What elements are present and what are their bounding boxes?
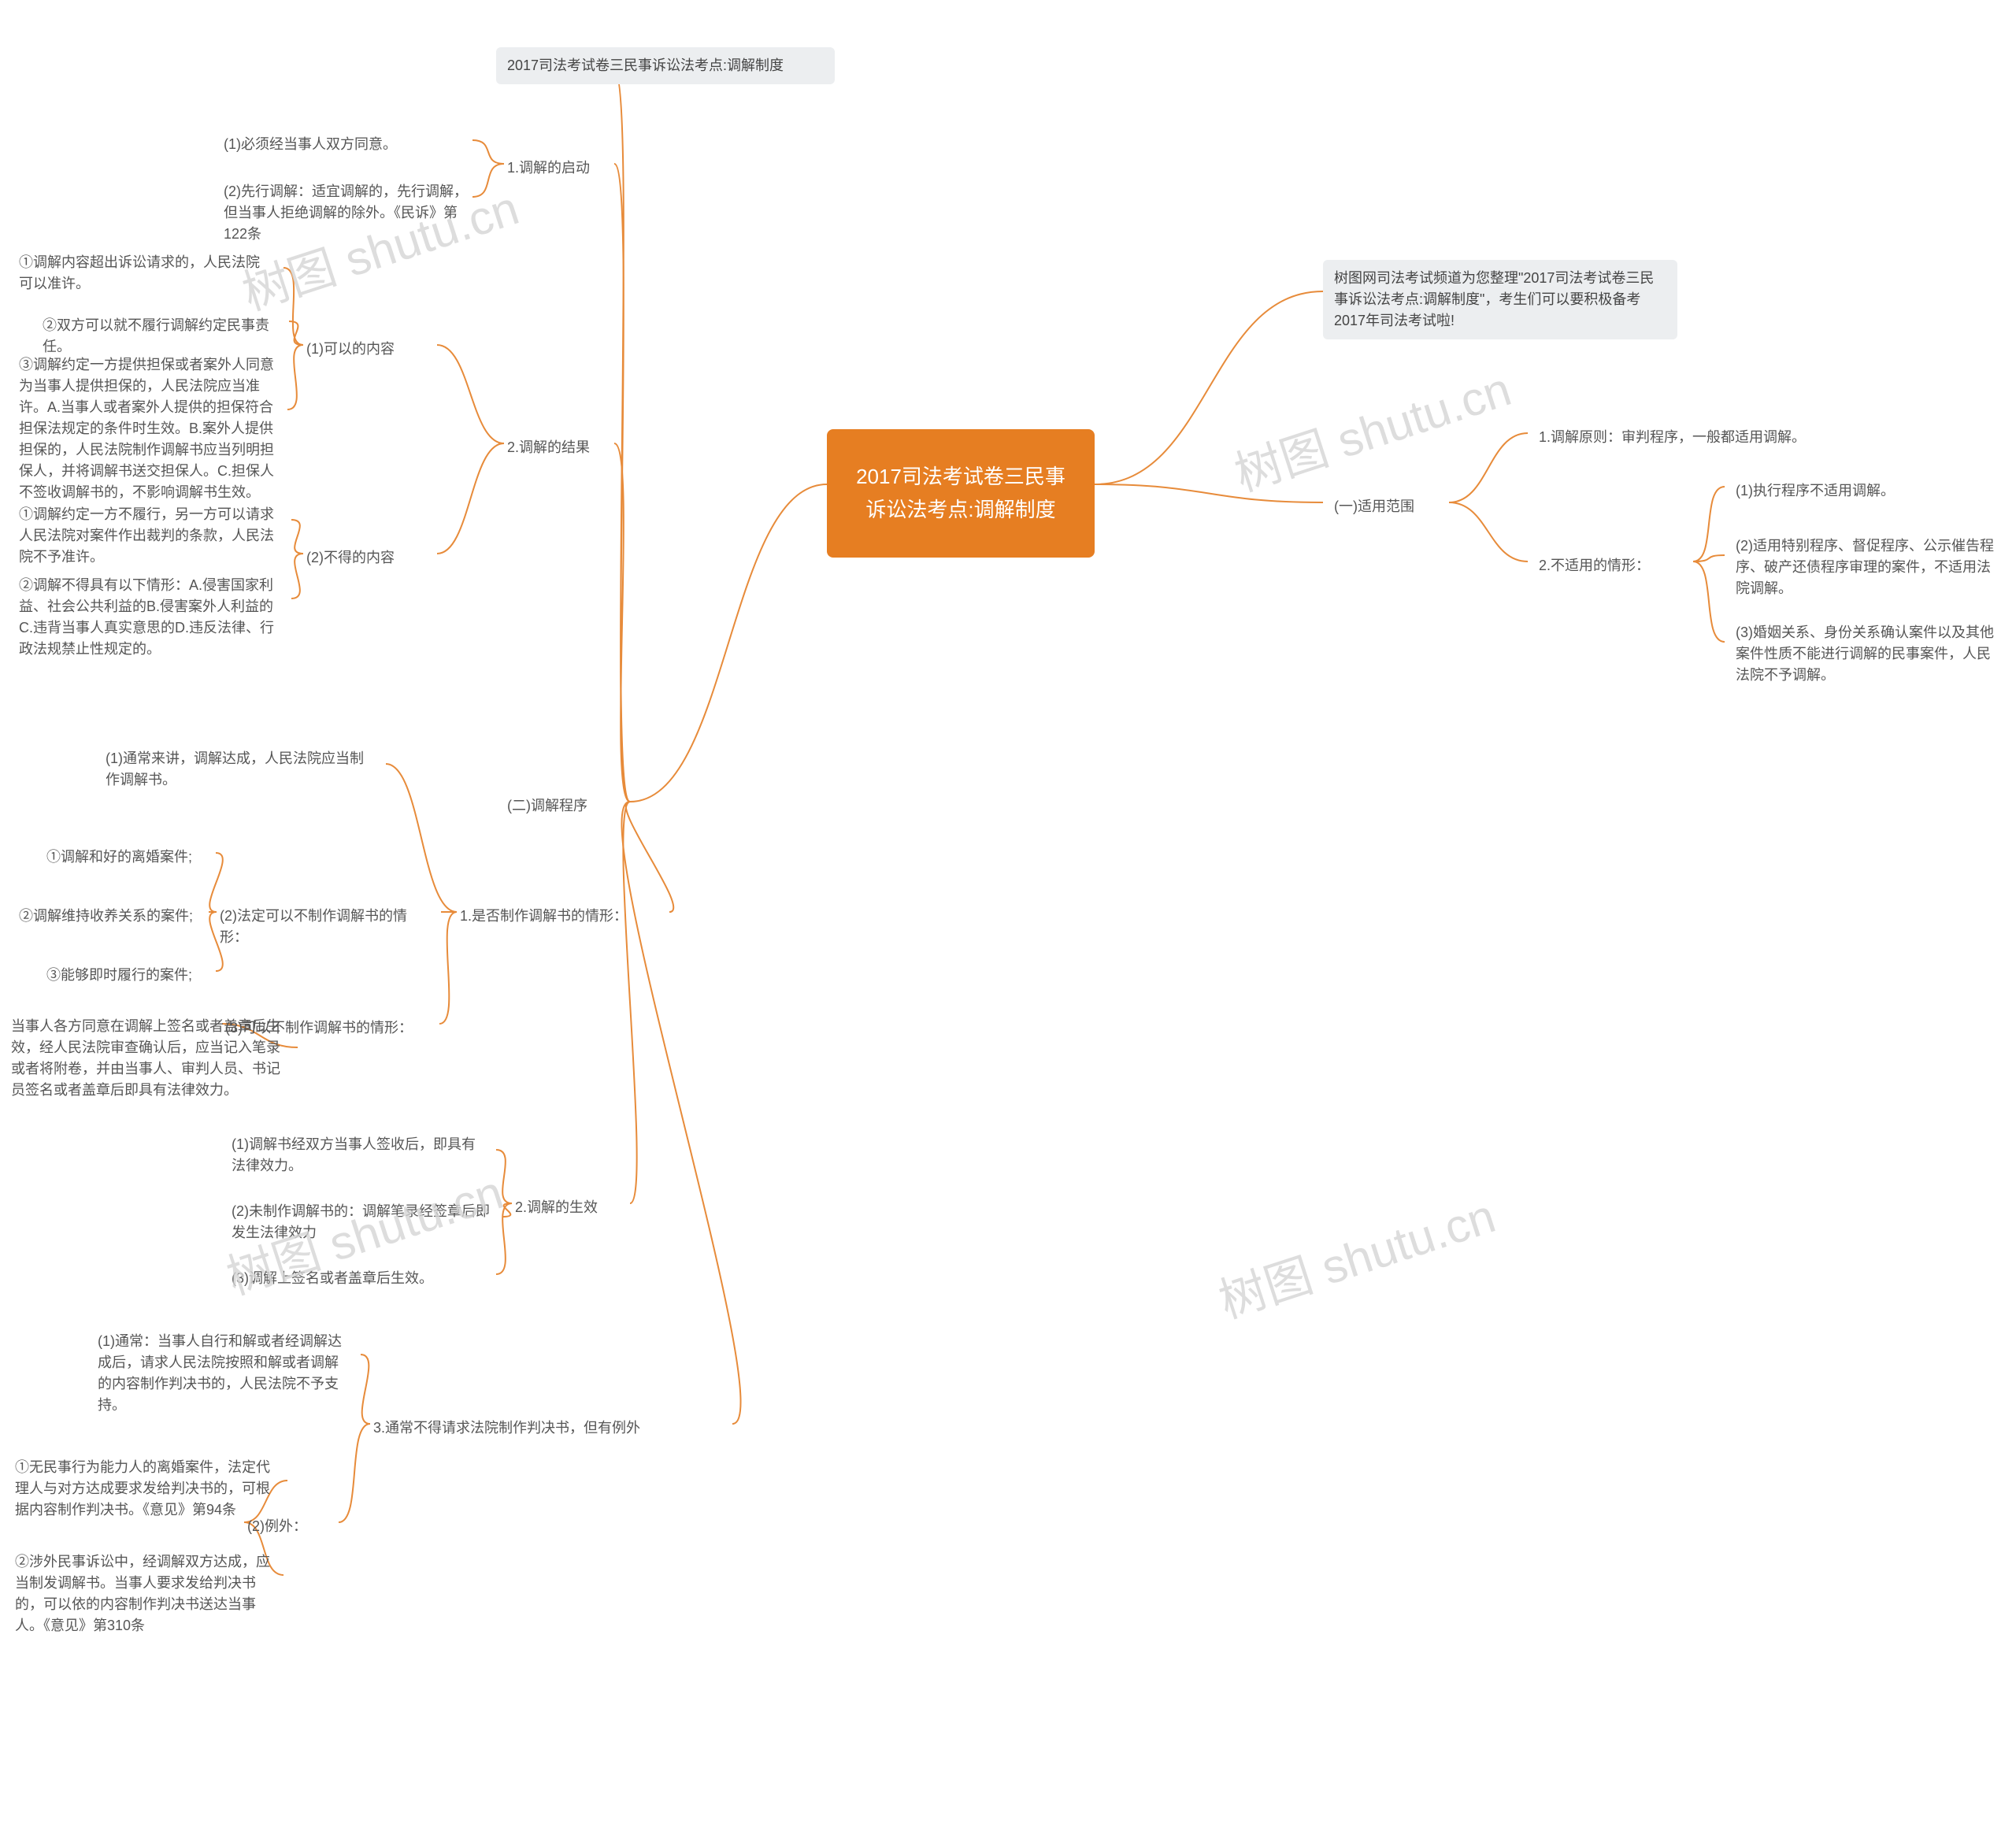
node-p3b3: ③能够即时履行的案件; xyxy=(35,957,217,994)
edge xyxy=(437,345,504,443)
edge xyxy=(1095,484,1323,502)
node-scope_b1: (1)执行程序不适用调解。 xyxy=(1725,473,1977,510)
node-p2b2: ②调解不得具有以下情形：A.侵害国家利益、社会公共利益的B.侵害案外人利益的C.… xyxy=(8,567,291,668)
edge xyxy=(614,443,630,802)
node-scope_a: 1.调解原则：审判程序，一般都适用调解。 xyxy=(1528,419,1914,456)
edge xyxy=(614,164,630,802)
edge xyxy=(1449,502,1528,561)
node-p5b1: ①无民事行为能力人的离婚案件，法定代理人与对方达成要求发给判决书的，可根据内容制… xyxy=(4,1449,287,1529)
node-p2b1: ①调解约定一方不履行，另一方可以请求人民法院对案件作出裁判的条款，人民法院不予准… xyxy=(8,496,291,576)
node-scope_b3: (3)婚姻关系、身份关系确认案件以及其他案件性质不能进行调解的民事案件，人民法院… xyxy=(1725,614,2008,694)
node-p2a1: ①调解内容超出诉讼请求的，人民法院可以准许。 xyxy=(8,244,284,302)
node-p3a: (1)通常来讲，调解达成，人民法院应当制作调解书。 xyxy=(94,740,386,799)
node-p3: 1.是否制作调解书的情形： xyxy=(449,898,685,935)
node-p3b: (2)法定可以不制作调解书的情形： xyxy=(209,898,445,956)
watermark: 树图 shutu.cn xyxy=(1209,1178,1503,1332)
mindmap-canvas: 2017司法考试卷三民事诉讼法考点:调解制度树图网司法考试频道为您整理"2017… xyxy=(0,0,2016,1842)
node-p2: 2.调解的结果 xyxy=(496,429,638,466)
edge xyxy=(1693,555,1725,561)
edge xyxy=(1693,561,1725,642)
node-p2a: (1)可以的内容 xyxy=(295,331,437,368)
node-p5: 3.通常不得请求法院制作判决书，但有例外 xyxy=(362,1410,748,1447)
node-scope_b: 2.不适用的情形： xyxy=(1528,547,1693,584)
edge xyxy=(630,484,827,802)
node-p3b2: ②调解维持收养关系的案件; xyxy=(8,898,213,935)
node-p2a3: ③调解约定一方提供担保或者案外人同意为当事人提供担保的，人民法院应当准许。A.当… xyxy=(8,347,291,511)
edge xyxy=(1449,433,1528,502)
edge xyxy=(626,802,673,912)
node-p1a: (1)必须经当事人双方同意。 xyxy=(213,126,472,163)
node-intro: 树图网司法考试频道为您整理"2017司法考试卷三民事诉讼法考点:调解制度"，考生… xyxy=(1323,260,1677,339)
node-p2b: (2)不得的内容 xyxy=(295,539,437,576)
node-p1: 1.调解的启动 xyxy=(496,150,638,187)
node-p5a: (1)通常：当事人自行和解或者经调解达成后，请求人民法院按照和解或者调解的内容制… xyxy=(87,1323,362,1424)
edge xyxy=(1095,291,1323,484)
node-p4c: (3)调解上签名或者盖章后生效。 xyxy=(220,1260,496,1297)
node-p4a: (1)调解书经双方当事人签收后，即具有法律效力。 xyxy=(220,1126,496,1184)
node-p5b2: ②涉外民事诉讼中，经调解双方达成，应当制发调解书。当事人要求发给判决书的，可以依… xyxy=(4,1544,287,1644)
node-proc: (二)调解程序 xyxy=(496,788,630,825)
node-scope_b2: (2)适用特别程序、督促程序、公示催告程序、破产还债程序审理的案件，不适用法院调… xyxy=(1725,528,2008,607)
node-scope: (一)适用范围 xyxy=(1323,488,1449,525)
node-p3b1: ①调解和好的离婚案件; xyxy=(35,839,217,876)
node-p1b: (2)先行调解：适宜调解的，先行调解，但当事人拒绝调解的除外。《民诉》第122条 xyxy=(213,173,480,253)
edge xyxy=(621,802,740,1424)
edge xyxy=(437,443,504,554)
root-node: 2017司法考试卷三民事诉讼法考点:调解制度 xyxy=(827,429,1095,558)
watermark: 树图 shutu.cn xyxy=(1225,351,1518,505)
node-proc_title: 2017司法考试卷三民事诉讼法考点:调解制度 xyxy=(496,47,835,84)
node-p3c1: 当事人各方同意在调解上签名或者盖章后生效，经人民法院审查确认后，应当记入笔录或者… xyxy=(0,1008,299,1109)
edge xyxy=(1693,487,1725,561)
node-p4b: (2)未制作调解书的：调解笔录经签章后即发生法律效力 xyxy=(220,1193,504,1251)
edge xyxy=(623,802,636,1203)
node-p4: 2.调解的生效 xyxy=(504,1189,646,1226)
edge xyxy=(386,764,457,912)
